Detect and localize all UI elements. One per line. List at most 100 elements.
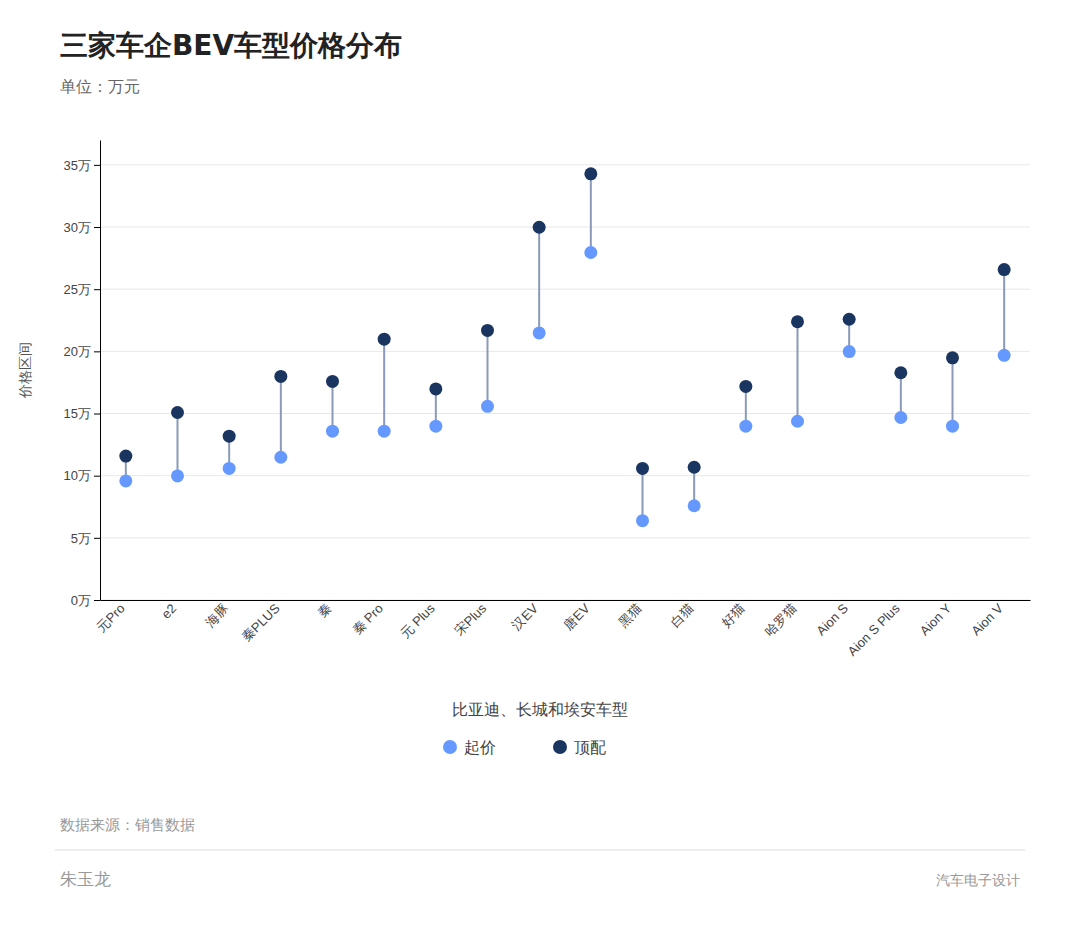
dot	[171, 406, 184, 419]
x-tick: 秦	[315, 601, 335, 621]
grid	[100, 165, 1030, 600]
x-tick-label: 唐EV	[561, 601, 593, 633]
y-tick-label: 20万	[64, 344, 91, 359]
y-tick-mark	[94, 538, 100, 539]
y-tick: 35万	[64, 158, 100, 173]
legend-swatch	[553, 740, 567, 754]
dot	[636, 462, 649, 475]
connector	[900, 373, 902, 418]
y-tick-mark	[94, 351, 100, 352]
legend-label: 顶配	[574, 738, 606, 757]
dot	[998, 263, 1011, 276]
x-tick: 唐EV	[561, 601, 593, 633]
dot	[429, 382, 442, 395]
x-tick: Aion S Plus	[845, 600, 903, 658]
x-tick-label: Aion S	[813, 601, 851, 639]
y-tick-label: 25万	[64, 282, 91, 297]
dot	[843, 345, 856, 358]
y-tick: 5万	[71, 530, 100, 545]
x-tick-label: 秦 Pro	[349, 601, 386, 638]
x-tick: Aion V	[968, 601, 1006, 639]
x-tick: 汉EV	[509, 601, 541, 633]
y-tick: 25万	[64, 282, 100, 297]
dot	[274, 370, 287, 383]
y-tick-label: 5万	[71, 530, 91, 545]
grid-line	[100, 475, 1030, 476]
subtitle: 单位：万元	[60, 77, 140, 96]
y-tick: 10万	[64, 468, 100, 483]
connector	[177, 413, 179, 476]
x-tick: 宋Plus	[452, 600, 490, 638]
y-tick-mark	[94, 476, 100, 477]
y-tick-label: 15万	[64, 406, 91, 421]
y-tick: 30万	[64, 220, 100, 235]
y-tick-mark	[94, 289, 100, 290]
connector	[487, 330, 489, 406]
y-tick: 15万	[64, 406, 100, 421]
grid-line	[100, 289, 1030, 290]
legend-item: 起价	[443, 738, 496, 757]
dot	[171, 469, 184, 482]
dot	[946, 351, 959, 364]
x-axis: 元Pro e2 海豚秦PLUS 秦秦 Pro 元 Plus 宋Plus 汉EV 唐EV 黑猫白猫…	[94, 600, 1031, 658]
title: 三家车企BEV车型价格分布	[60, 29, 402, 62]
x-tick-label: 海豚	[202, 601, 231, 630]
dot	[378, 425, 391, 438]
connector	[797, 322, 799, 421]
x-tick-label: Aion V	[968, 601, 1006, 639]
dot	[326, 425, 339, 438]
grid-line	[100, 413, 1030, 414]
dot	[946, 420, 959, 433]
dot	[739, 380, 752, 393]
y-axis-line	[100, 141, 101, 601]
legend-swatch	[443, 740, 457, 754]
dot	[739, 420, 752, 433]
dot	[481, 324, 494, 337]
grid-line	[100, 600, 1030, 601]
y-tick-label: 30万	[64, 220, 91, 235]
y-tick: 20万	[64, 344, 100, 359]
x-tick-label: 白猫	[667, 601, 696, 630]
author: 朱玉龙	[60, 869, 111, 889]
grid-line	[100, 164, 1030, 165]
dot	[688, 461, 701, 474]
dot	[274, 451, 287, 464]
connector	[332, 381, 334, 431]
dot	[791, 415, 804, 428]
dot	[791, 315, 804, 328]
x-tick-label: e2	[159, 601, 180, 622]
dot	[998, 349, 1011, 362]
dot	[533, 221, 546, 234]
connector	[280, 376, 282, 457]
grid-line	[100, 227, 1030, 228]
connector	[383, 339, 385, 431]
legend-title: 比亚迪、长城和埃安车型	[452, 700, 628, 719]
dot	[223, 430, 236, 443]
grid-line	[100, 351, 1030, 352]
grid-line	[100, 537, 1030, 538]
x-tick-label: 黑猫	[615, 601, 644, 630]
x-tick-label: 宋Plus	[452, 600, 490, 638]
x-tick: 海豚	[202, 601, 231, 630]
x-tick: 黑猫	[615, 601, 644, 630]
dot	[894, 411, 907, 424]
dot	[429, 420, 442, 433]
separator	[55, 850, 1025, 851]
x-tick: e2	[159, 601, 180, 622]
dot	[119, 474, 132, 487]
x-tick-label: 秦PLUS	[239, 601, 283, 645]
x-tick: 白猫	[667, 601, 696, 630]
x-tick: 好猫	[719, 601, 748, 630]
x-tick-label: 元Pro	[94, 601, 128, 635]
connector	[952, 358, 954, 426]
legend-item: 顶配	[553, 738, 606, 757]
dot	[223, 462, 236, 475]
x-tick: 元Pro	[94, 601, 128, 635]
y-axis-title: 价格区间	[17, 342, 33, 399]
logo-text: 汽车电子设计	[936, 872, 1020, 888]
x-tick: Aion Y	[917, 601, 955, 639]
x-tick: 哈罗猫	[761, 601, 799, 639]
connector	[590, 174, 592, 253]
x-tick-label: 元 Plus	[397, 600, 438, 641]
y-tick-mark	[94, 165, 100, 166]
